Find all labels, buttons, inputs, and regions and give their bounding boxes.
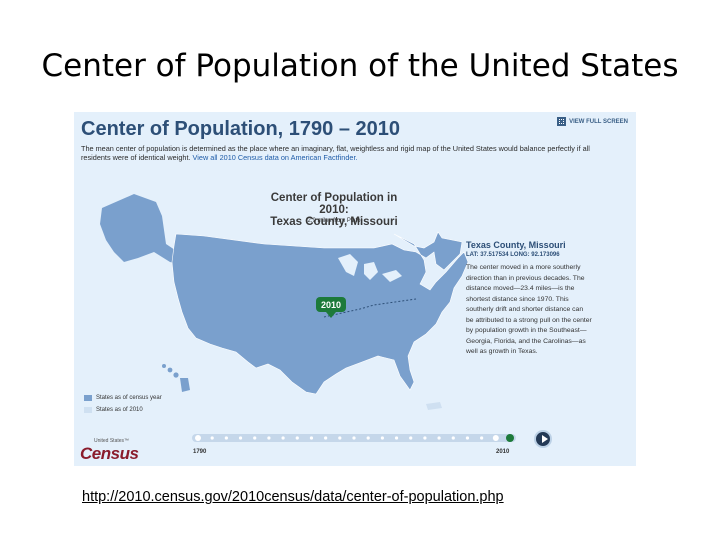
alaska-shape bbox=[100, 194, 186, 266]
legend-label: States as of 2010 bbox=[96, 407, 143, 413]
legend-label: States as of census year bbox=[96, 395, 162, 401]
timeline-dot[interactable] bbox=[338, 436, 342, 440]
timeline-dot[interactable] bbox=[394, 436, 399, 440]
timeline-dot[interactable] bbox=[492, 435, 499, 441]
play-button[interactable] bbox=[534, 430, 552, 448]
timeline-dot[interactable] bbox=[253, 436, 257, 440]
location-marker-icon bbox=[316, 297, 346, 318]
center-title-line1: Center of Population in 2010: bbox=[270, 192, 398, 216]
us-map[interactable]: 2010 bbox=[74, 112, 636, 466]
timeline-dot[interactable] bbox=[195, 435, 201, 441]
timeline-slider[interactable] bbox=[74, 112, 636, 466]
center-title: Center of Population in 2010: Texas Coun… bbox=[264, 192, 404, 228]
great-lakes-shape bbox=[338, 254, 358, 276]
legend-item-census-year: States as of census year bbox=[84, 395, 162, 401]
source-link[interactable]: http://2010.census.gov/2010census/data/c… bbox=[82, 489, 504, 505]
census-widget: 2010 Center of Population, 1790 – 2010 V… bbox=[74, 112, 636, 466]
view-fullscreen-button[interactable]: VIEW FULL SCREEN bbox=[557, 117, 628, 126]
timeline-dot[interactable] bbox=[423, 436, 427, 440]
timeline-dot[interactable] bbox=[324, 436, 328, 440]
factfinder-link[interactable]: View all 2010 Census data on American Fa… bbox=[192, 153, 358, 162]
center-subtitle: (2.9 miles from Plato) bbox=[305, 218, 363, 224]
side-panel-coordinates: LAT: 37.517534 LONG: 92.173096 bbox=[466, 252, 560, 258]
timeline-dot[interactable] bbox=[295, 436, 299, 440]
center-title-line2: Texas County, Missouri bbox=[270, 216, 398, 228]
timeline-dot[interactable] bbox=[224, 436, 228, 440]
puerto-rico-shape bbox=[426, 402, 442, 410]
timeline-handle[interactable] bbox=[506, 434, 514, 442]
marker-label: 2010 bbox=[321, 300, 341, 310]
widget-title: Center of Population, 1790 – 2010 bbox=[81, 118, 400, 140]
timeline-end-label: 2010 bbox=[496, 449, 510, 455]
timeline-dot[interactable] bbox=[409, 436, 413, 440]
timeline-dot[interactable] bbox=[451, 436, 455, 440]
hawaii-shape bbox=[162, 364, 190, 392]
legend-swatch bbox=[84, 395, 92, 401]
logo-big-text: Census bbox=[80, 444, 139, 463]
legend-item-2010: States as of 2010 bbox=[84, 407, 143, 413]
widget-description: The mean center of population is determi… bbox=[81, 144, 591, 162]
timeline-dot[interactable] bbox=[366, 436, 370, 440]
logo-small-text: United States™ bbox=[94, 438, 130, 444]
timeline-dot[interactable] bbox=[309, 436, 314, 440]
description-text: The mean center of population is determi… bbox=[81, 144, 590, 162]
timeline-dot[interactable] bbox=[480, 436, 484, 440]
slide-title: Center of Population of the United State… bbox=[41, 48, 679, 84]
timeline-dot[interactable] bbox=[210, 436, 214, 440]
timeline-start-label: 1790 bbox=[193, 449, 207, 455]
timeline-dot[interactable] bbox=[238, 436, 243, 440]
fullscreen-icon bbox=[557, 117, 567, 126]
timeline-dot[interactable] bbox=[437, 436, 441, 440]
timeline-dot[interactable] bbox=[352, 436, 356, 440]
timeline-dot[interactable] bbox=[281, 436, 285, 440]
timeline-dot[interactable] bbox=[267, 436, 271, 440]
timeline-dot[interactable] bbox=[380, 436, 384, 440]
legend-swatch bbox=[84, 407, 92, 413]
fullscreen-label: VIEW FULL SCREEN bbox=[569, 118, 628, 125]
side-panel-text: The center moved in a more southerly dir… bbox=[466, 264, 592, 355]
timeline-dot[interactable] bbox=[465, 436, 470, 440]
side-panel-title: Texas County, Missouri bbox=[466, 240, 566, 250]
